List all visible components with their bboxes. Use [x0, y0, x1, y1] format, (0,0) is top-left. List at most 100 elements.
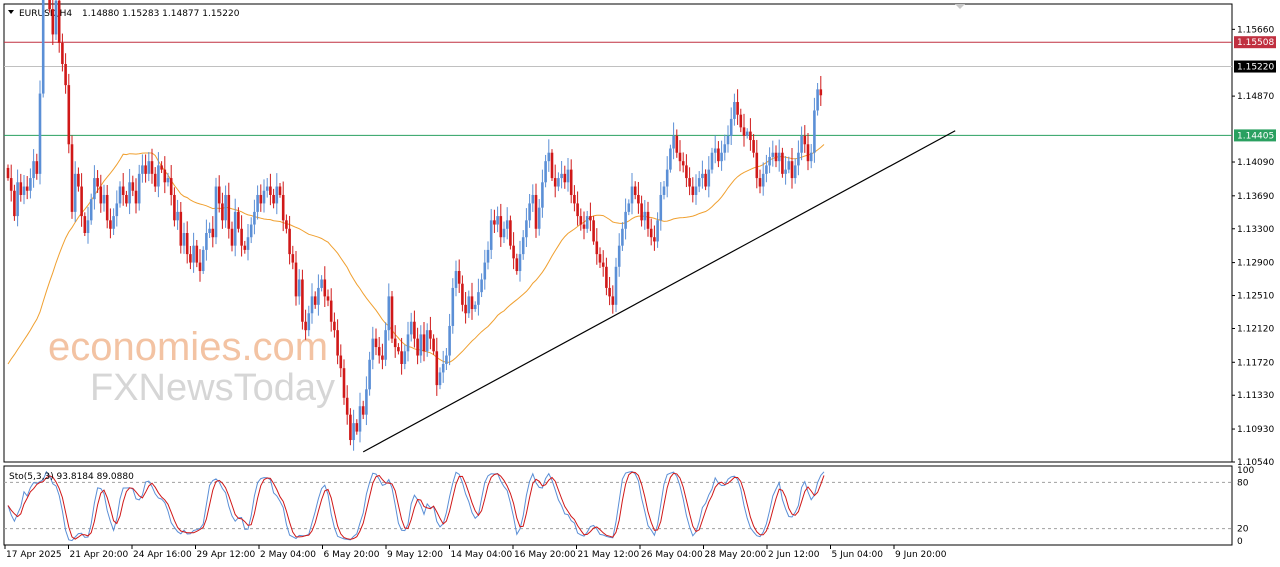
candle[interactable]	[317, 274, 320, 316]
candle[interactable]	[96, 170, 99, 193]
candle[interactable]	[672, 122, 675, 160]
candle[interactable]	[464, 292, 467, 324]
candle[interactable]	[422, 322, 426, 362]
candle[interactable]	[211, 216, 215, 248]
candle[interactable]	[793, 158, 797, 184]
candle[interactable]	[70, 135, 74, 219]
candle[interactable]	[409, 312, 413, 342]
candle[interactable]	[784, 156, 787, 185]
candle[interactable]	[707, 156, 711, 198]
candle[interactable]	[441, 350, 445, 383]
candle[interactable]	[569, 159, 573, 204]
candle[interactable]	[461, 275, 464, 312]
candle[interactable]	[685, 154, 688, 188]
candle[interactable]	[147, 152, 151, 182]
candle[interactable]	[377, 337, 381, 364]
candle[interactable]	[310, 283, 314, 324]
candle[interactable]	[29, 168, 32, 199]
candle[interactable]	[349, 408, 352, 446]
candle[interactable]	[419, 325, 423, 363]
candle[interactable]	[157, 152, 160, 198]
candle[interactable]	[432, 334, 435, 355]
candle[interactable]	[448, 313, 451, 366]
candle[interactable]	[137, 164, 141, 211]
candle[interactable]	[22, 175, 26, 205]
candle[interactable]	[438, 367, 442, 390]
candle[interactable]	[9, 164, 13, 202]
candle[interactable]	[272, 188, 275, 209]
candle[interactable]	[291, 245, 295, 270]
candle[interactable]	[589, 202, 592, 232]
candle[interactable]	[643, 200, 647, 230]
candle[interactable]	[771, 140, 775, 167]
candle[interactable]	[537, 199, 541, 236]
candle[interactable]	[243, 240, 247, 254]
candle[interactable]	[265, 178, 269, 198]
candle[interactable]	[521, 230, 525, 260]
candle[interactable]	[374, 328, 378, 356]
candle[interactable]	[803, 125, 807, 153]
candle[interactable]	[563, 165, 567, 189]
candle[interactable]	[550, 149, 554, 181]
candle[interactable]	[214, 177, 218, 245]
candle[interactable]	[217, 175, 221, 213]
candle[interactable]	[624, 198, 627, 240]
candle[interactable]	[813, 97, 816, 163]
candle[interactable]	[150, 148, 154, 184]
candle[interactable]	[89, 193, 93, 225]
candle[interactable]	[358, 392, 362, 443]
candle[interactable]	[13, 184, 16, 221]
candle[interactable]	[509, 215, 512, 250]
candle[interactable]	[726, 125, 730, 153]
stochastic-signal-line[interactable]	[7, 471, 825, 540]
candle[interactable]	[224, 185, 227, 228]
candle[interactable]	[525, 208, 528, 248]
candle[interactable]	[189, 245, 192, 270]
candle[interactable]	[704, 169, 707, 191]
candle[interactable]	[505, 207, 509, 240]
candle[interactable]	[758, 169, 762, 194]
candle[interactable]	[61, 33, 64, 72]
candle[interactable]	[253, 199, 256, 235]
candle[interactable]	[227, 182, 231, 239]
candle[interactable]	[557, 172, 560, 192]
candle[interactable]	[653, 225, 656, 251]
candle[interactable]	[86, 206, 90, 244]
candle[interactable]	[134, 178, 138, 214]
candle[interactable]	[294, 251, 298, 306]
candle[interactable]	[592, 216, 595, 245]
candle[interactable]	[816, 82, 819, 116]
candle[interactable]	[723, 134, 727, 161]
candle[interactable]	[323, 266, 327, 307]
candle[interactable]	[304, 309, 307, 340]
candle[interactable]	[752, 134, 755, 158]
candle[interactable]	[313, 291, 317, 309]
candle[interactable]	[470, 282, 474, 320]
candle[interactable]	[326, 289, 330, 307]
candle[interactable]	[451, 278, 455, 334]
candle[interactable]	[534, 183, 538, 238]
candle[interactable]	[518, 240, 522, 282]
candle[interactable]	[406, 321, 410, 362]
candle[interactable]	[614, 257, 618, 313]
candle[interactable]	[83, 212, 87, 237]
candle[interactable]	[675, 129, 679, 158]
candle[interactable]	[153, 167, 157, 192]
stochastic-pane[interactable]	[3, 465, 1233, 546]
candle[interactable]	[201, 246, 205, 274]
candle[interactable]	[608, 276, 611, 306]
candle[interactable]	[390, 290, 394, 343]
candle[interactable]	[301, 269, 304, 330]
candle[interactable]	[493, 209, 496, 234]
candle[interactable]	[259, 184, 263, 212]
candle[interactable]	[262, 179, 266, 213]
candle[interactable]	[233, 198, 237, 257]
candle[interactable]	[73, 161, 77, 222]
candle[interactable]	[742, 113, 746, 147]
candle[interactable]	[454, 260, 458, 297]
candle[interactable]	[480, 273, 483, 298]
candle[interactable]	[761, 162, 765, 196]
candle[interactable]	[57, 0, 61, 53]
candle[interactable]	[640, 195, 643, 227]
candle[interactable]	[582, 211, 586, 240]
